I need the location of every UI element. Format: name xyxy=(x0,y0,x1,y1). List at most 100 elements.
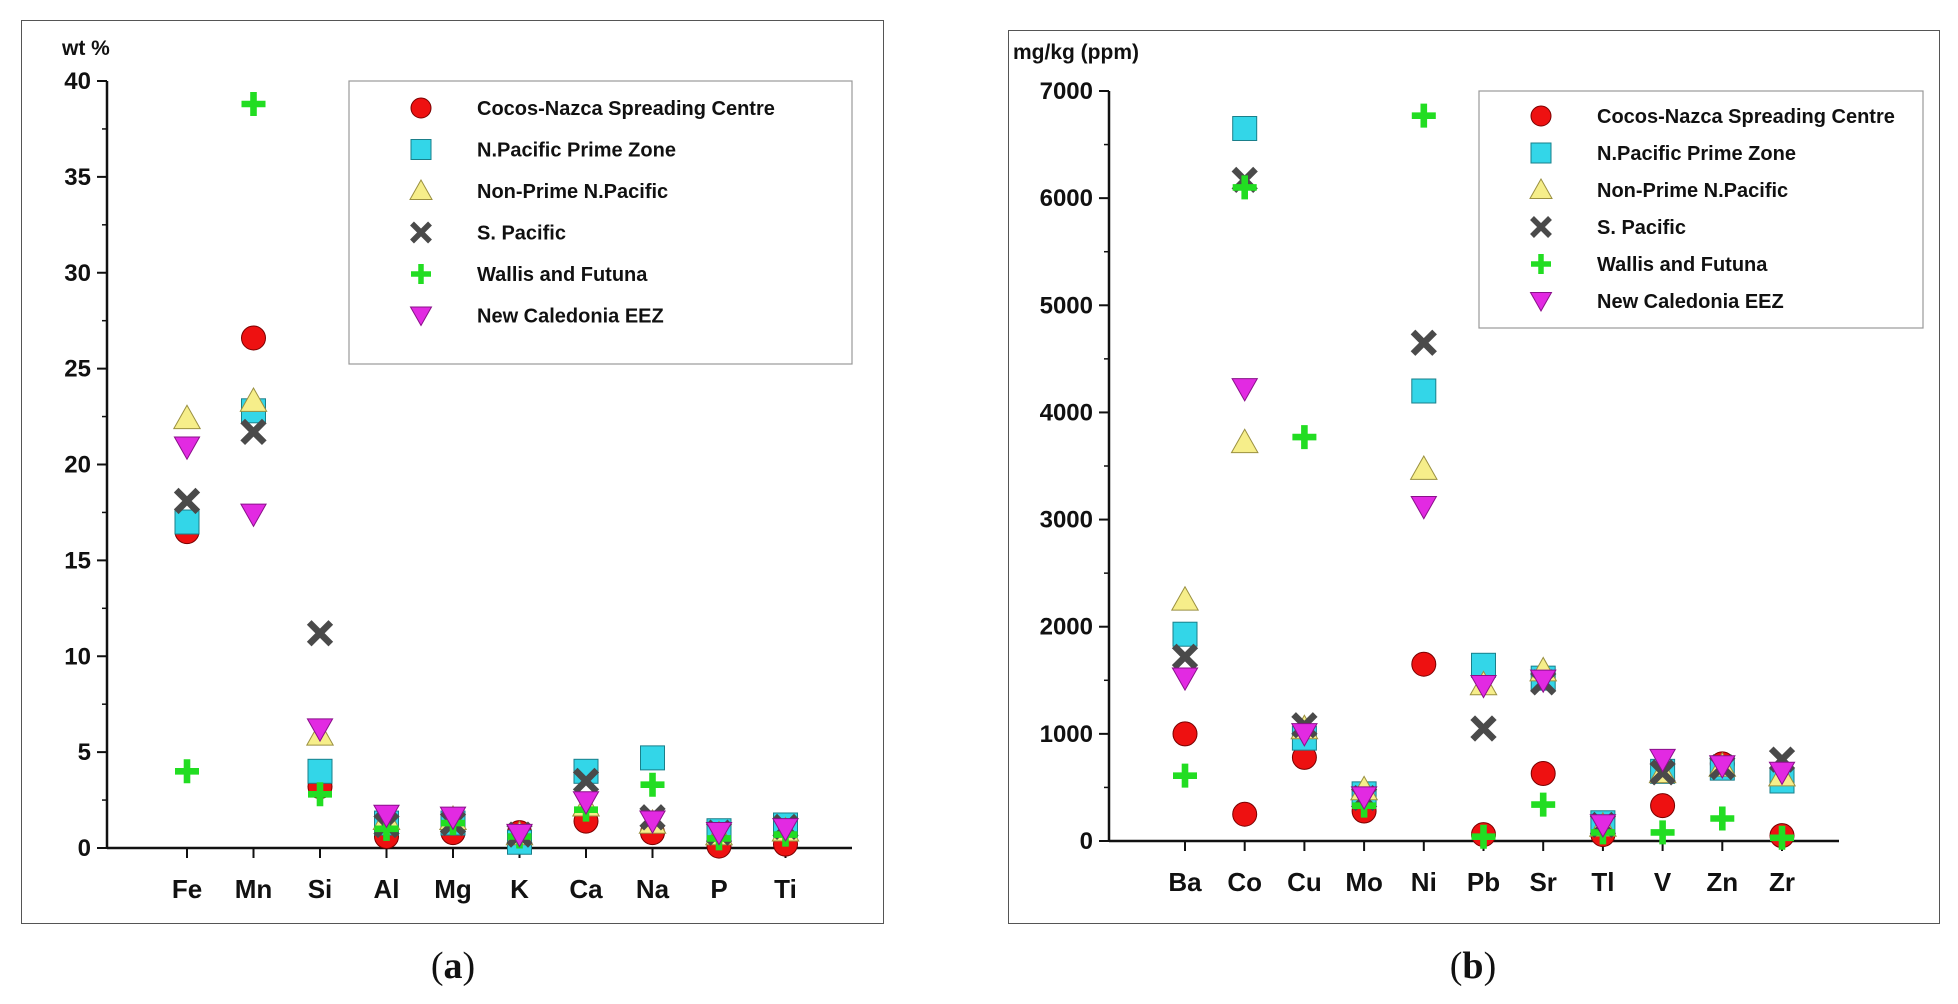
y-tick-label: 15 xyxy=(64,547,91,574)
legend-marker xyxy=(410,97,432,119)
data-point xyxy=(1292,425,1317,450)
legend-label: New Caledonia EEZ xyxy=(477,306,664,328)
legend-label: N.Pacific Prime Zone xyxy=(1597,143,1796,165)
data-point xyxy=(240,503,267,528)
data-point xyxy=(1529,669,1557,694)
data-point xyxy=(439,806,467,831)
data-point xyxy=(307,758,333,784)
data-point xyxy=(1649,748,1677,773)
data-point xyxy=(1170,585,1200,611)
data-point xyxy=(1350,786,1378,811)
chart-a-svg: wt % 0 5 10 15 20 25 30 35 40 Fe Mn Si Al Mg K Ca Na P Ti Co… xyxy=(61,37,853,904)
data-point xyxy=(639,810,666,835)
y-tick-label: 40 xyxy=(64,68,91,95)
data-point xyxy=(1232,175,1257,200)
legend-label: S. Pacific xyxy=(1597,217,1686,239)
x-tick-label: Mg xyxy=(434,874,472,904)
series-triangle-up xyxy=(1170,428,1797,837)
data-point xyxy=(174,509,200,535)
y-tick-label: 7000 xyxy=(1040,78,1093,105)
legend-marker xyxy=(1530,216,1552,238)
data-point xyxy=(1230,428,1259,454)
data-point xyxy=(1471,824,1496,849)
legend-marker xyxy=(411,264,431,284)
x-tick-label: K xyxy=(510,874,529,904)
x-tick-label: Ca xyxy=(569,874,603,904)
data-point xyxy=(705,821,733,846)
legend-marker xyxy=(410,221,432,244)
data-point xyxy=(240,418,267,446)
x-tick-label: Ba xyxy=(1168,867,1202,897)
legend-marker xyxy=(1531,254,1551,274)
x-tick-label: Si xyxy=(308,874,333,904)
legend-label: Cocos-Nazca Spreading Centre xyxy=(477,98,775,120)
data-point xyxy=(239,387,268,412)
data-point xyxy=(640,745,665,771)
legend-box xyxy=(1478,90,1924,329)
legend-label: New Caledonia EEZ xyxy=(1597,291,1784,313)
x-tick-label: Ni xyxy=(1411,867,1437,897)
data-point xyxy=(306,718,334,743)
y-tick-label: 0 xyxy=(1080,828,1093,855)
y-tick-label: 5 xyxy=(78,739,91,766)
x-tick-label: Na xyxy=(636,874,670,904)
data-point xyxy=(1411,378,1437,404)
legend-marker xyxy=(1529,177,1553,199)
y-tick-label: 1000 xyxy=(1040,721,1093,748)
x-tick-label: Cu xyxy=(1287,867,1322,897)
chart-panel-a: wt % 0 5 10 15 20 25 30 35 40 Fe Mn Si Al Mg K Ca Na P Ti Co… xyxy=(21,20,884,924)
data-point xyxy=(1768,761,1796,786)
x-tick-label: Fe xyxy=(172,874,202,904)
data-point xyxy=(640,772,665,797)
legend-marker xyxy=(409,306,433,327)
data-point xyxy=(241,325,266,351)
data-point xyxy=(1290,723,1318,747)
caption-b: (b) xyxy=(1449,945,1497,987)
series-circle xyxy=(174,325,798,859)
legend-marker xyxy=(410,139,432,160)
y-tick-label: 3000 xyxy=(1040,507,1093,534)
x-tick-label: Zn xyxy=(1706,867,1738,897)
x-tick-label: Sr xyxy=(1529,867,1556,897)
data-point xyxy=(1530,761,1556,786)
data-point xyxy=(1410,496,1438,520)
data-point xyxy=(1232,801,1258,827)
data-point xyxy=(572,767,600,795)
data-point xyxy=(241,92,266,117)
legend-label: S. Pacific xyxy=(477,223,566,245)
y-tick-label: 35 xyxy=(64,164,91,191)
legend-box xyxy=(348,80,853,365)
data-point xyxy=(173,487,201,515)
data-point xyxy=(1650,820,1675,845)
data-point xyxy=(1589,814,1617,838)
y-tick-label: 4000 xyxy=(1040,399,1093,426)
data-point xyxy=(1650,793,1676,819)
legend-label: Wallis and Futuna xyxy=(477,264,648,286)
series-triangle-down xyxy=(173,436,799,848)
y-tick-label: 0 xyxy=(78,835,91,862)
data-point xyxy=(373,804,400,829)
data-point xyxy=(306,620,334,647)
data-point xyxy=(1409,454,1438,480)
x-tick-label: Co xyxy=(1227,867,1262,897)
legend-label: Cocos-Nazca Spreading Centre xyxy=(1597,106,1895,128)
legend-marker xyxy=(1530,142,1552,164)
data-point xyxy=(1173,763,1197,788)
legend-marker xyxy=(409,178,433,200)
y-tick-label: 2000 xyxy=(1040,614,1093,641)
data-point xyxy=(506,823,533,848)
chart-b-svg: mg/kg (ppm) 0 1000 2000 3000 4000 5000 6000 7000… xyxy=(1013,41,1924,897)
data-point xyxy=(1470,715,1497,742)
y-tick-label: 10 xyxy=(64,643,91,670)
x-tick-label: Al xyxy=(374,874,400,904)
data-point xyxy=(1708,755,1736,780)
data-point xyxy=(572,791,600,815)
data-point xyxy=(1172,621,1198,647)
y-tick-label: 5000 xyxy=(1040,292,1093,319)
data-point xyxy=(1470,674,1497,699)
x-tick-label: Mn xyxy=(235,874,273,904)
data-point xyxy=(1410,329,1437,356)
data-point xyxy=(1231,378,1259,402)
legend-label: N.Pacific Prime Zone xyxy=(477,140,676,162)
y-tick-label: 30 xyxy=(64,260,91,287)
